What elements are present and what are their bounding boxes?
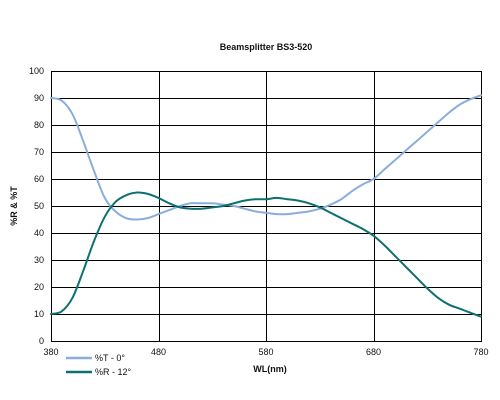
y-tick-label: 70 (34, 147, 44, 157)
x-tick-label: 480 (151, 347, 166, 357)
x-axis-label: WL(nm) (253, 364, 287, 374)
y-tick-label: 80 (34, 120, 44, 130)
data-series (50, 94, 482, 318)
y-tick-label: 90 (34, 93, 44, 103)
y-tick-label: 0 (39, 336, 44, 346)
y-axis-tick-labels: 0 10 20 30 40 50 60 70 80 90 100 (29, 66, 44, 346)
grid-lines (51, 71, 482, 342)
series-line-2 (50, 191, 482, 318)
y-tick-label: 40 (34, 228, 44, 238)
y-tick-label: 30 (34, 255, 44, 265)
y-tick-label: 60 (34, 174, 44, 184)
x-tick-label: 380 (43, 347, 58, 357)
y-tick-label: 20 (34, 282, 44, 292)
series-line-1 (50, 94, 482, 221)
y-tick-label: 50 (34, 201, 44, 211)
y-tick-label: 10 (34, 309, 44, 319)
chart-title: Beamsplitter BS3-520 (220, 42, 313, 52)
x-axis-tick-labels: 380 480 580 680 780 (43, 347, 488, 357)
x-tick-label: 680 (366, 347, 381, 357)
x-tick-label: 580 (258, 347, 273, 357)
plot-area-border (50, 70, 483, 343)
x-tick-label: 780 (473, 347, 488, 357)
y-tick-label: 100 (29, 66, 44, 76)
y-axis-label: %R & %T (9, 186, 19, 226)
legend-label-2: %R - 12° (95, 367, 132, 377)
legend: %T - 0° %R - 12° (66, 353, 132, 377)
legend-label-1: %T - 0° (95, 353, 125, 363)
